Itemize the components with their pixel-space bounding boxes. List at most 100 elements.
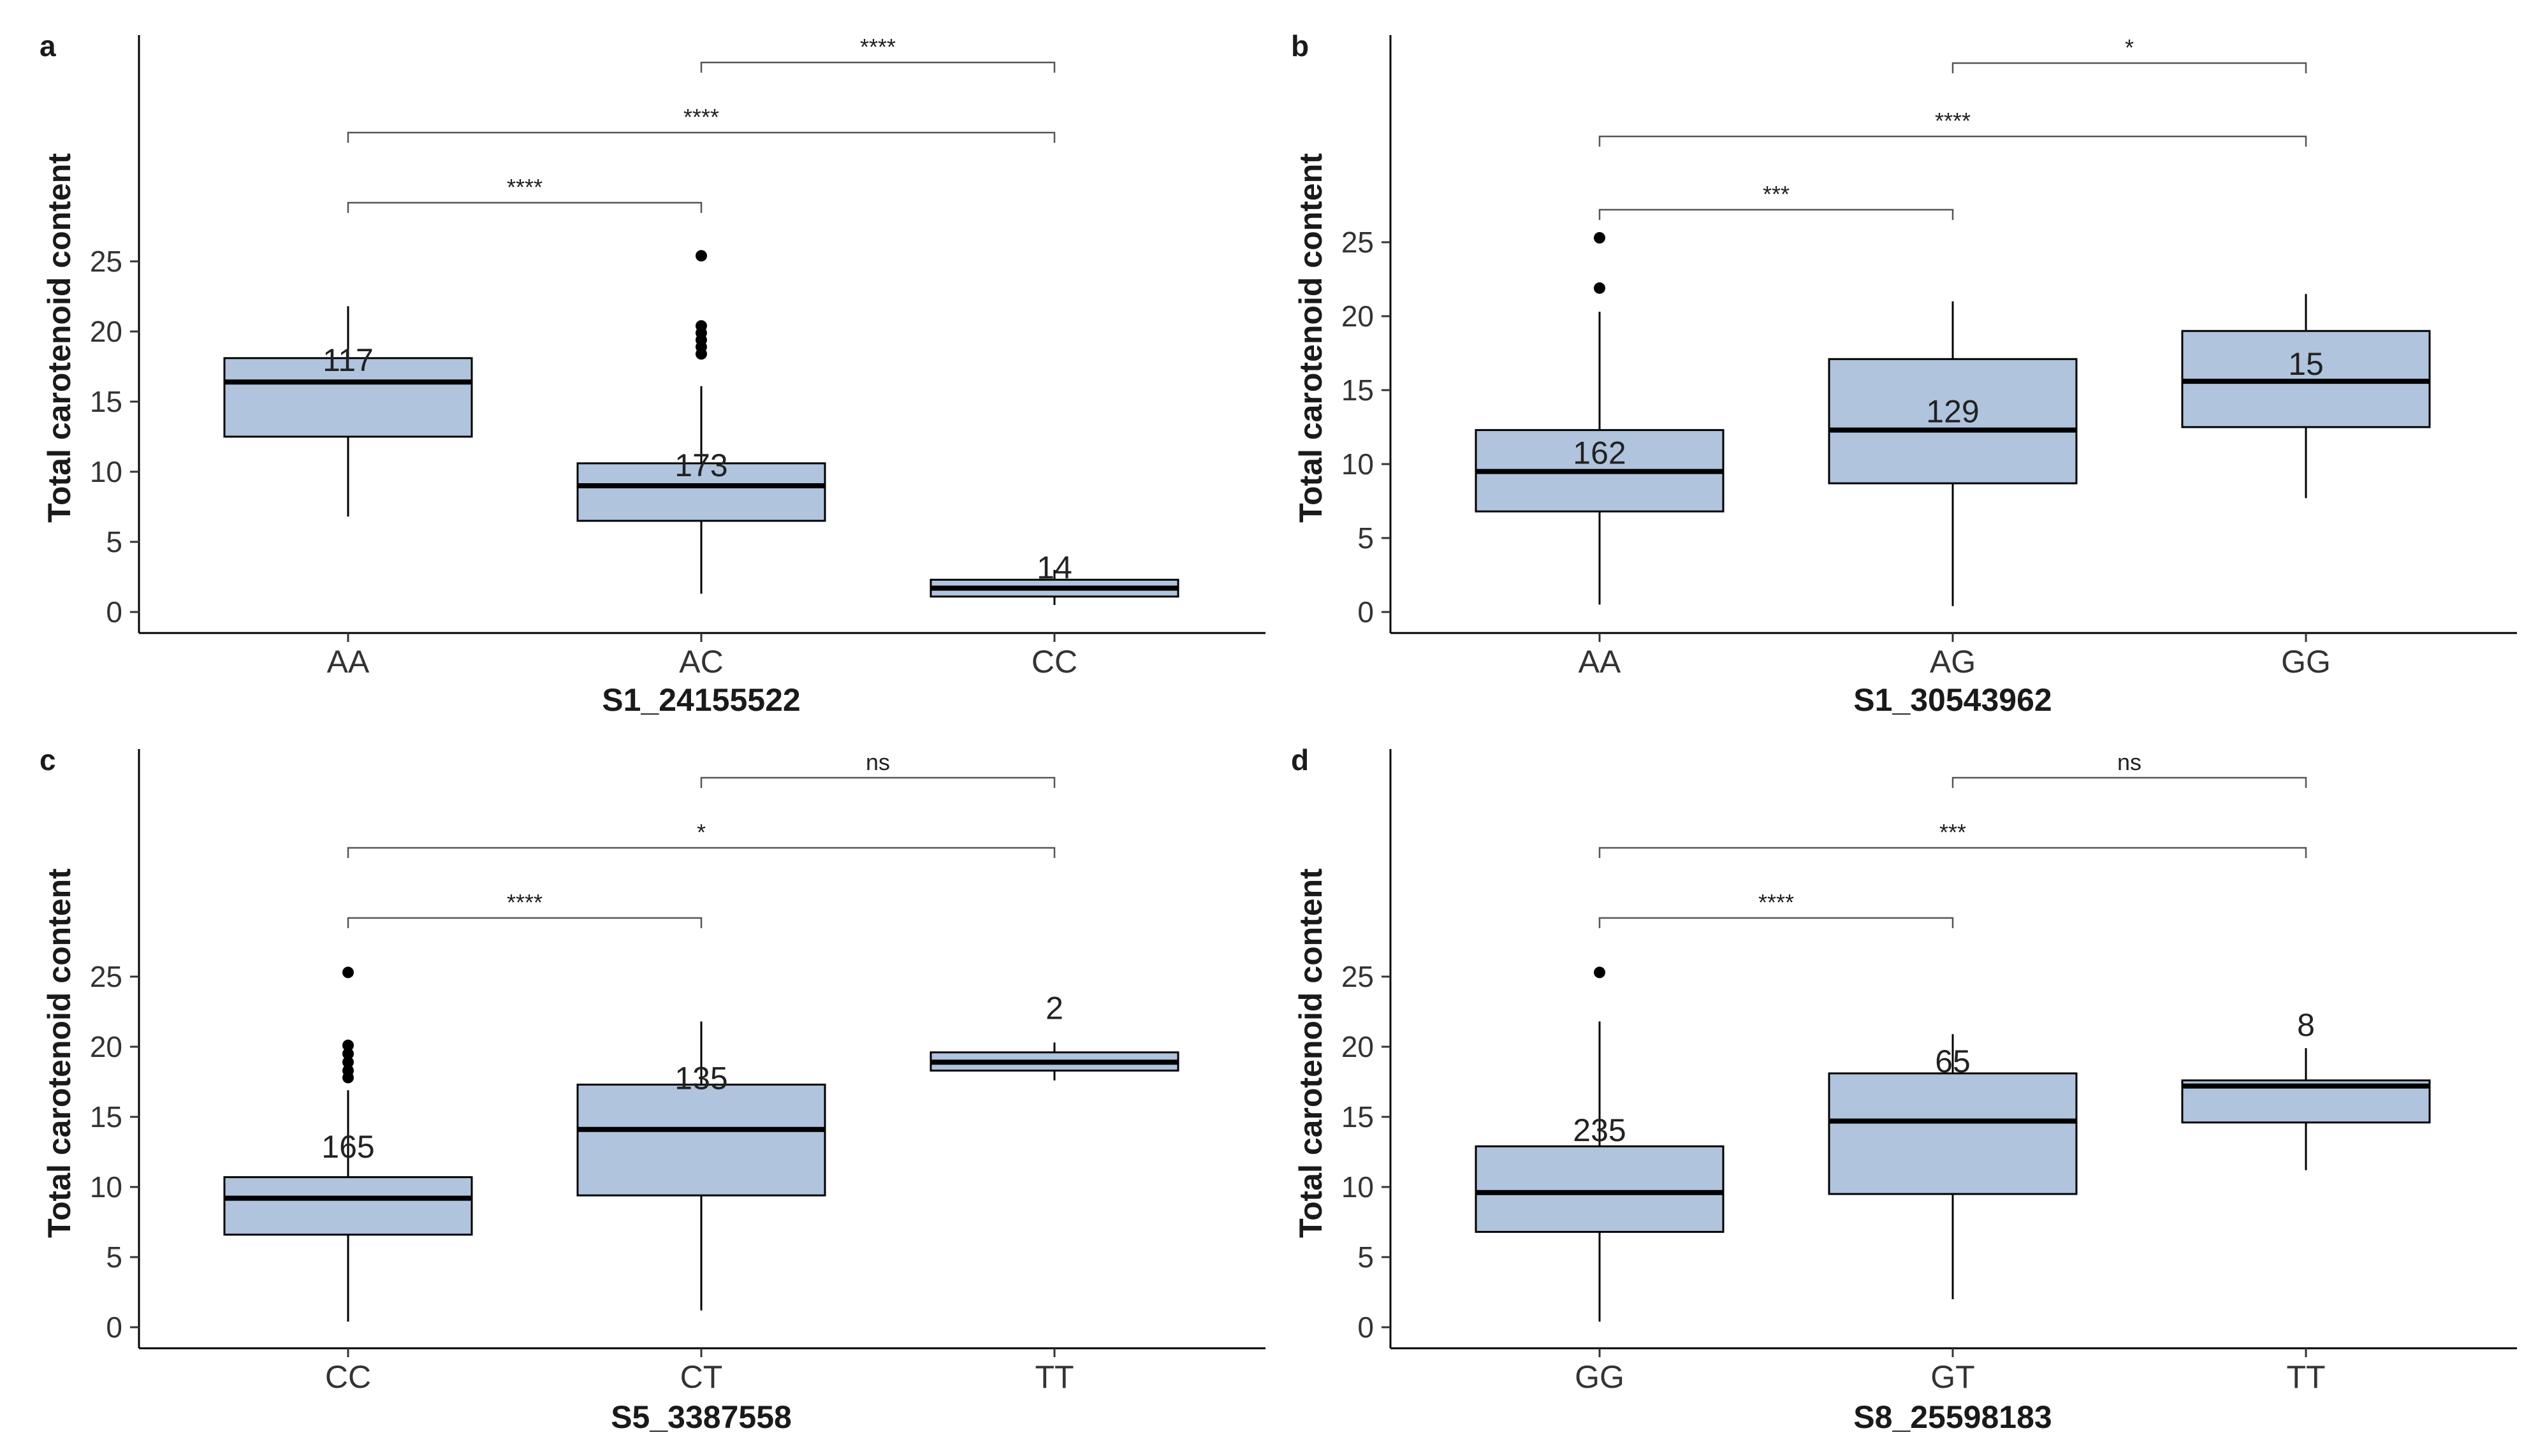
iqr-box: [1828, 358, 2078, 484]
x-axis-label: S1_24155522: [602, 682, 800, 718]
y-tick-label: 20: [1341, 1030, 1374, 1063]
bracket-line: [1951, 776, 2307, 788]
outlier-point: [696, 320, 707, 332]
y-axis-label: Total carotenoid content: [41, 153, 77, 523]
significance-label: ns: [866, 749, 890, 775]
outlier-point: [342, 1048, 354, 1059]
y-tick-label: 10: [90, 1170, 122, 1204]
y-tick-label: 0: [1357, 595, 1374, 629]
bracket-line: [1951, 62, 2307, 73]
significance-bracket: ns: [1951, 749, 2307, 788]
boxplot-cc: 165: [223, 966, 473, 1322]
x-tick-label: AA: [327, 644, 370, 680]
bracket-line: [347, 847, 1056, 858]
significance-label: ***: [1939, 819, 1966, 845]
x-axis-label: S1_30543962: [1853, 682, 2052, 718]
sample-count-label: 8: [2297, 1007, 2315, 1043]
outlier-point: [342, 1039, 354, 1051]
y-tick-label: 20: [90, 315, 122, 348]
outlier-point: [696, 250, 707, 262]
boxplot-gt: 65: [1828, 1034, 2078, 1299]
significance-bracket: ****: [347, 104, 1056, 143]
x-tick-label: GG: [2281, 644, 2331, 680]
boxplot-ct: 135: [576, 1021, 826, 1311]
sample-count-label: 65: [1935, 1044, 1971, 1079]
significance-bracket: ****: [347, 889, 703, 928]
iqr-box: [1828, 1072, 2078, 1195]
y-tick-label: 25: [1341, 226, 1374, 259]
y-tick-label: 25: [1341, 960, 1374, 993]
significance-bracket: ns: [700, 749, 1056, 788]
x-tick-label: GT: [1930, 1359, 1974, 1395]
x-tick-label: CC: [325, 1359, 371, 1395]
y-tick-label: 20: [90, 1030, 122, 1063]
panel-b: b Total carotenoid content S1_30543962 0…: [1291, 29, 2517, 718]
bracket-line: [1598, 208, 1954, 220]
y-tick-label: 10: [1341, 448, 1374, 481]
boxplot-gg: 15: [2181, 294, 2431, 499]
y-axis-label: Total carotenoid content: [1293, 153, 1329, 523]
sample-count-label: 173: [675, 448, 727, 483]
significance-label: ****: [507, 889, 543, 915]
significance-bracket: ****: [700, 34, 1056, 73]
significance-label: ****: [683, 104, 719, 130]
outlier-point: [342, 1065, 354, 1077]
y-tick-label: 5: [1357, 521, 1374, 555]
y-axis-label: Total carotenoid content: [41, 868, 77, 1238]
bracket-line: [1598, 135, 2307, 147]
iqr-box: [576, 1083, 826, 1197]
x-tick-label: CC: [1032, 644, 1077, 680]
bracket-line: [1598, 917, 1954, 928]
y-tick-label: 5: [1357, 1241, 1374, 1274]
x-tick-label: AA: [1579, 644, 1621, 680]
significance-label: ns: [2117, 749, 2141, 775]
bracket-line: [1598, 847, 2307, 858]
x-tick-label: TT: [2286, 1359, 2325, 1395]
boxplot-gg: 235: [1475, 966, 1725, 1322]
bracket-line: [347, 131, 1056, 143]
significance-label: ***: [1763, 181, 1790, 207]
panel-letter: b: [1291, 29, 1309, 62]
significance-label: *: [697, 819, 706, 845]
y-tick-label: 0: [1357, 1311, 1374, 1344]
iqr-box: [1475, 1145, 1725, 1233]
significance-bracket: ****: [1598, 108, 2307, 147]
outlier-point: [1594, 966, 1605, 979]
y-tick-label: 20: [1341, 300, 1374, 333]
y-axis-label: Total carotenoid content: [1293, 868, 1329, 1238]
x-axis-label: S5_3387558: [611, 1399, 792, 1435]
significance-label: ****: [507, 174, 543, 200]
panel-a: a Total carotenoid content S1_24155522 0…: [40, 29, 1265, 718]
x-tick-label: AC: [679, 644, 723, 680]
sample-count-label: 14: [1037, 550, 1072, 586]
significance-bracket: *: [1951, 34, 2307, 73]
boxplot-cc: 14: [930, 550, 1179, 605]
y-tick-label: 15: [90, 1100, 122, 1133]
y-tick-label: 5: [106, 525, 122, 558]
sample-count-label: 135: [675, 1060, 727, 1096]
significance-label: ****: [860, 34, 896, 60]
panel-c: c Total carotenoid content S5_3387558 0 5…: [40, 743, 1265, 1435]
x-tick-label: AG: [1930, 644, 1976, 680]
boxplot-ac: 173: [576, 250, 826, 594]
y-tick-label: 15: [1341, 374, 1374, 407]
bracket-line: [700, 61, 1056, 73]
significance-bracket: ***: [1598, 181, 1954, 220]
boxplot-aa: 162: [1475, 232, 1725, 605]
y-tick-label: 0: [106, 1311, 122, 1344]
panel-d: d Total carotenoid content S8_25598183 0…: [1291, 743, 2517, 1435]
x-tick-label: TT: [1035, 1359, 1074, 1395]
significance-label: ****: [1758, 889, 1794, 915]
significance-label: *: [2125, 34, 2134, 61]
bracket-line: [347, 201, 703, 213]
sample-count-label: 15: [2288, 346, 2324, 382]
y-tick-label: 15: [90, 385, 122, 418]
y-tick-label: 5: [106, 1241, 122, 1274]
panel-letter: a: [40, 29, 56, 62]
sample-count-label: 235: [1573, 1112, 1626, 1148]
outlier-point: [1594, 232, 1605, 244]
y-tick-label: 0: [106, 595, 122, 629]
x-tick-label: CT: [680, 1359, 723, 1395]
x-tick-label: GG: [1575, 1359, 1624, 1395]
